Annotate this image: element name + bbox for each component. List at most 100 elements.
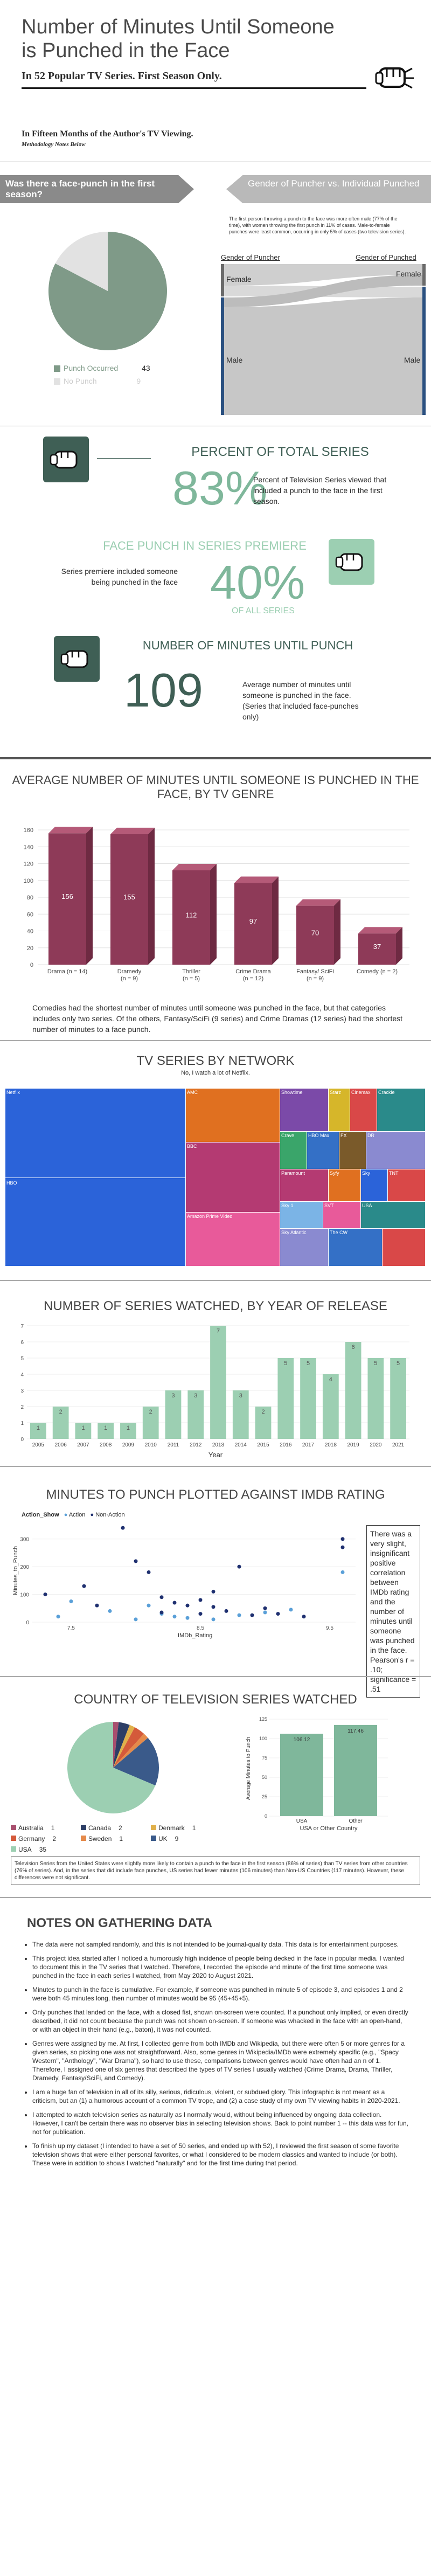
bar-value-label: 2 (149, 1409, 152, 1415)
premiere-value: 40% (210, 556, 305, 609)
bar-value-label: 3 (194, 1393, 197, 1399)
bar-value-label: 1 (104, 1425, 107, 1431)
scatter-point (302, 1615, 306, 1619)
scatter-point (289, 1608, 293, 1612)
bar-value-label: 97 (249, 917, 257, 925)
country-pie-chart (67, 1722, 159, 1813)
gender-right-title: Gender of Punched (356, 253, 416, 261)
country-footnote: Television Series from the United States… (11, 1857, 420, 1885)
x-tick-label: Drama (n = 14) (47, 968, 87, 975)
scatter-point (185, 1616, 190, 1620)
treemap-cell: Sky 1 (280, 1202, 323, 1228)
year-bar (210, 1326, 226, 1439)
gender-banner-label: Gender of Puncher vs. Individual Punched (248, 178, 420, 189)
pct-total-value: 83% (172, 461, 268, 515)
legend-swatch (151, 1836, 156, 1841)
section-subtitle: In Fifteen Months of the Author's TV Vie… (22, 129, 193, 139)
y-tick-label: 300 (20, 1537, 29, 1543)
legend-label: Germany (18, 1835, 45, 1843)
bar-value-label: 7 (217, 1328, 220, 1334)
year-bar (75, 1423, 92, 1439)
x-tick-label: 2010 (145, 1442, 157, 1448)
x-tick-label: 7.5 (67, 1625, 75, 1631)
year-bar (142, 1407, 159, 1439)
y-tick-label: 2 (20, 1404, 24, 1410)
methodology-link[interactable]: Methodology Notes Below (22, 141, 86, 148)
country-pie-slice (113, 1734, 148, 1768)
bar-value-label: 155 (123, 893, 135, 901)
minutes-title: NUMBER OF MINUTES UNTIL PUNCH (142, 639, 353, 652)
treemap-cell: Paramount (280, 1169, 328, 1201)
legend-non-action-icon: ● (90, 1512, 94, 1518)
legend-item: Sweden 1 (81, 1835, 151, 1843)
x-tick-label: 2021 (392, 1442, 405, 1448)
legend-item: Germany 2 (11, 1835, 81, 1843)
bar-value-label: 1 (127, 1425, 130, 1431)
x-tick-label: 2011 (168, 1442, 179, 1448)
scatter-point (159, 1610, 164, 1615)
scatter-point (82, 1584, 86, 1588)
imdb-note: There was a very slight, insignificant p… (366, 1525, 420, 1698)
legend-swatch (11, 1825, 16, 1830)
year-bar (345, 1342, 362, 1439)
legend-non-action: Non-Action (95, 1512, 125, 1518)
y-tick-label: 100 (20, 1592, 29, 1598)
bar-value-label: 2 (59, 1409, 62, 1415)
treemap-cell: BBC (186, 1142, 280, 1212)
year-bar (165, 1390, 182, 1439)
premiere-sub: OF ALL SERIES (232, 606, 295, 615)
treemap-cell: Netflix (5, 1089, 185, 1266)
legend-swatch (54, 378, 60, 385)
legend-swatch (54, 365, 60, 372)
country-bar (280, 1734, 323, 1816)
network-title: TV SERIES BY NETWORK (136, 1054, 295, 1068)
network-treemap: Netflix AMC BBC Amazon Prime Video Showtime S… (5, 1089, 426, 1266)
scatter-point (276, 1612, 280, 1616)
page-title: Number of Minutes Until Someone is Punch… (22, 16, 335, 62)
legend-swatch (151, 1825, 156, 1830)
minutes-value: 109 (124, 663, 203, 717)
scatter-point (121, 1526, 125, 1530)
legend-swatch (11, 1836, 16, 1841)
scatter-point (185, 1603, 190, 1608)
treemap-cell: USA (361, 1202, 425, 1228)
y-tick-label: 1 (20, 1421, 24, 1427)
x-tick-label: 2006 (55, 1442, 67, 1448)
scatter-point (69, 1599, 73, 1603)
legend-value: 9 (136, 377, 141, 385)
year-bar (98, 1423, 114, 1439)
legend-value: 1 (119, 1835, 123, 1843)
genre-bar (358, 927, 402, 965)
year-bar (390, 1358, 406, 1439)
genre-bar (110, 827, 155, 965)
male-right-label: Male (404, 356, 421, 364)
treemap-cell: Crave (280, 1132, 307, 1169)
bar-value-label: 2 (261, 1409, 265, 1415)
legend-action-icon: ● (64, 1512, 68, 1518)
year-bar (300, 1358, 316, 1439)
bar-value-label: 5 (307, 1360, 310, 1367)
question-label: Was there a face-punch in the first seas… (5, 178, 155, 199)
fist-icon (43, 437, 89, 482)
note-item: To finish up my dataset (I intended to h… (32, 2142, 409, 2168)
genre-bar (48, 827, 93, 965)
treemap-cell: SVT (323, 1202, 360, 1228)
genre-title: AVERAGE NUMBER OF MINUTES UNTIL SOMEONE … (12, 773, 419, 801)
x-tick-label: (n = 9) (121, 975, 138, 982)
x-tick-label: 2018 (325, 1442, 337, 1448)
y-tick-label: 160 (24, 827, 33, 834)
legend-value: 35 (39, 1846, 47, 1853)
legend-item: Australia 1 (11, 1824, 81, 1832)
x-tick-label: 2013 (212, 1442, 225, 1448)
genre-note: Comedies had the shortest number of minu… (32, 1003, 403, 1034)
y-tick-label: 50 (262, 1775, 267, 1780)
legend-item: Denmark 1 (151, 1824, 221, 1832)
year-bar (30, 1423, 46, 1439)
pie-slice-no-punch (55, 232, 108, 291)
x-tick-label: Comedy (n = 2) (357, 968, 398, 975)
legend-label: UK (158, 1835, 168, 1843)
y-tick-label: 20 (27, 945, 33, 952)
bar-value-label: 6 (352, 1344, 355, 1351)
premiere-title: FACE PUNCH IN SERIES PREMIERE (103, 539, 307, 552)
scatter-point (211, 1589, 215, 1594)
